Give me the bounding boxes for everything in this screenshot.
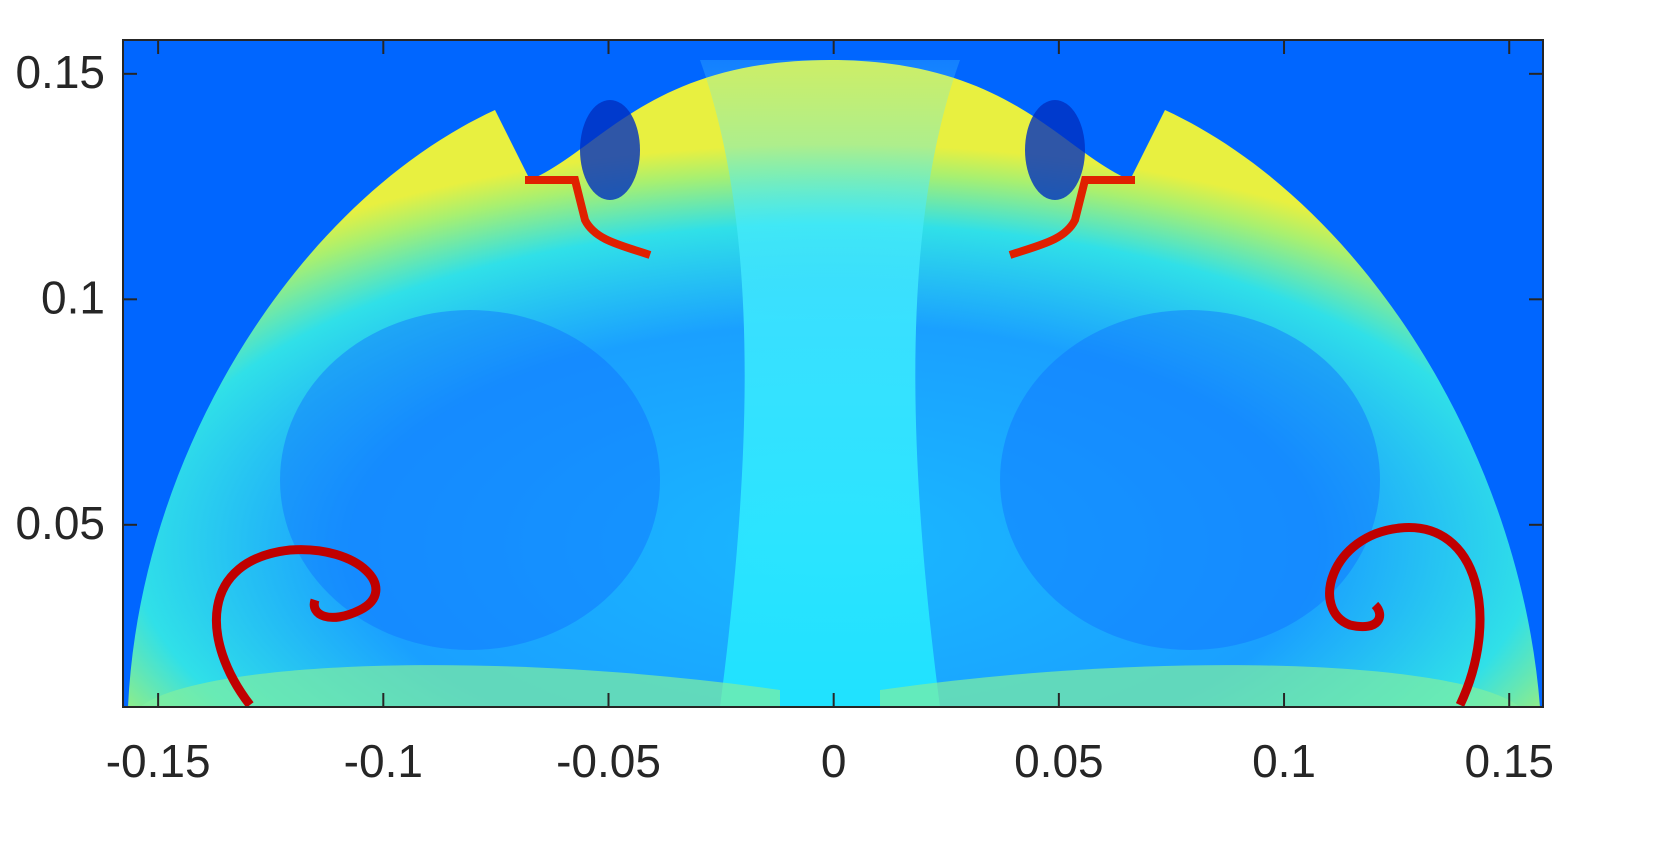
x-tick-label: 0.1	[1252, 735, 1316, 787]
y-tick-label: 0.05	[15, 497, 105, 549]
y-tick-label: 0.15	[15, 46, 105, 98]
y-tick-label: 0.1	[41, 271, 105, 323]
x-tick-label: 0	[821, 735, 847, 787]
x-tick-label: 0.05	[1014, 735, 1104, 787]
x-tick-label: -0.15	[106, 735, 211, 787]
field	[123, 40, 1543, 707]
x-tick-label: 0.15	[1464, 735, 1554, 787]
x-tick-label: -0.05	[556, 735, 661, 787]
x-tick-label: -0.1	[344, 735, 423, 787]
